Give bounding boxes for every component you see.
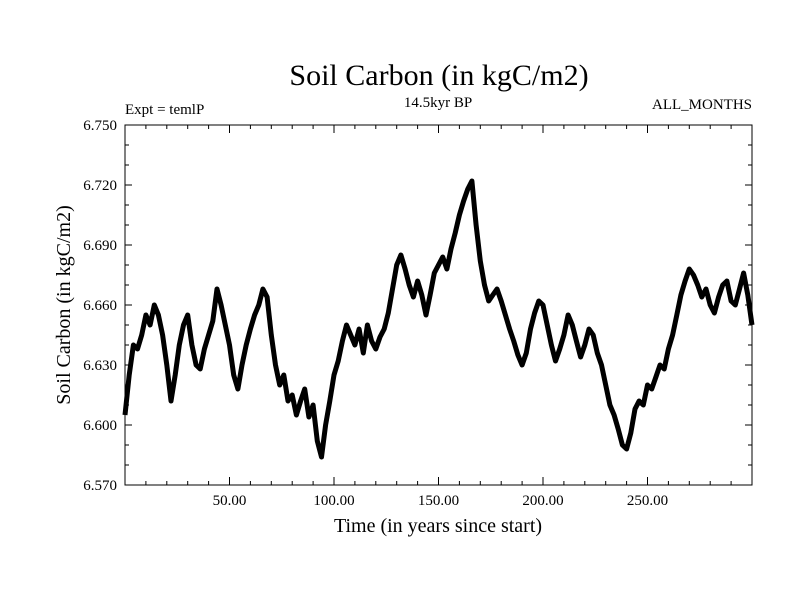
plot-frame: [124, 124, 753, 486]
x-axis-ticks: 50.00 100.00 150.00 200.00 250.00: [145, 125, 732, 509]
x-tick-label: 200.00: [522, 493, 563, 509]
y-axis-ticks: 6.570 6.600 6.630 6.660 6.690 6.720 6.750: [83, 118, 752, 494]
experiment-label: Expt = temlP: [125, 102, 204, 118]
x-tick-label: 250.00: [627, 493, 668, 509]
y-tick-label: 6.690: [83, 238, 117, 254]
months-label: ALL_MONTHS: [652, 97, 752, 113]
y-tick-label: 6.660: [83, 298, 117, 314]
x-tick-label: 150.00: [418, 493, 459, 509]
y-axis-label: Soil Carbon (in kgC/m2): [53, 205, 75, 404]
chart-title: Soil Carbon (in kgC/m2): [289, 59, 588, 92]
x-tick-label: 50.00: [213, 493, 247, 509]
x-axis-label: Time (in years since start): [334, 515, 542, 537]
x-tick-label: 100.00: [313, 493, 354, 509]
series-line-soil-carbon: [122, 178, 755, 460]
y-tick-label: 6.630: [83, 358, 117, 374]
y-tick-label: 6.720: [83, 178, 117, 194]
y-tick-label: 6.600: [83, 418, 117, 434]
period-label: 14.5kyr BP: [404, 95, 472, 111]
y-tick-label: 6.570: [83, 478, 117, 494]
y-tick-label: 6.750: [83, 118, 117, 134]
